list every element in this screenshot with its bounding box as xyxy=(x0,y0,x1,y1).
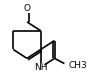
Text: CH3: CH3 xyxy=(68,61,87,70)
Text: O: O xyxy=(23,4,31,13)
Text: NH: NH xyxy=(34,63,48,72)
